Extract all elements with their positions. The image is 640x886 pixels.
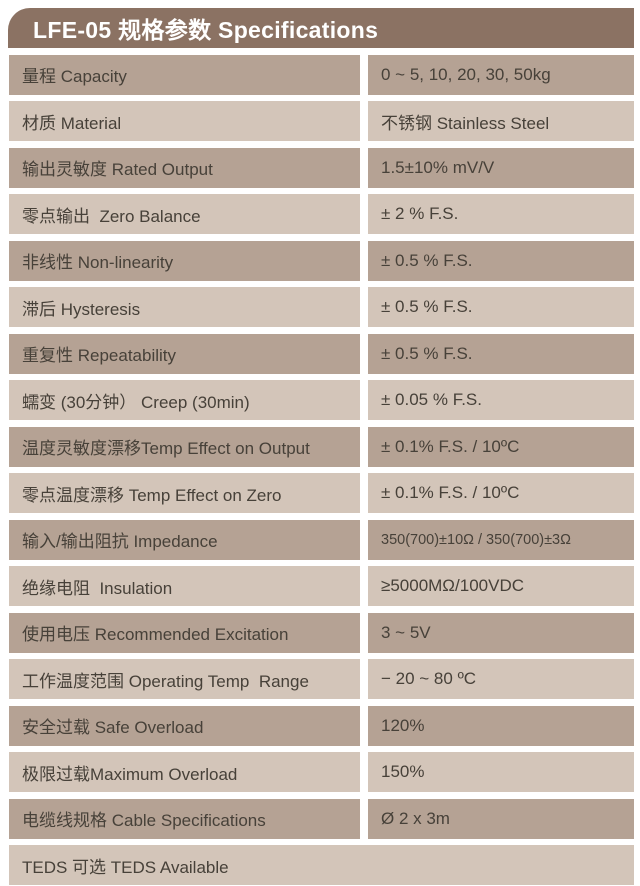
spec-label-cell: 重复性 Repeatability: [9, 333, 360, 374]
spec-value-cell: ± 0.5 % F.S.: [368, 240, 634, 281]
spec-value-cell: 120%: [368, 705, 634, 746]
table-row-temp-effect-zero: 零点温度漂移 Temp Effect on Zero ± 0.1% F.S. /…: [9, 473, 634, 513]
spec-value-cell: 不锈钢 Stainless Steel: [368, 101, 634, 141]
table-row-rated-output: 输出灵敏度 Rated Output 1.5±10% mV/V: [9, 147, 634, 188]
spec-label-cell: 温度灵敏度漂移Temp Effect on Output: [9, 426, 360, 467]
spec-label-cell: TEDS 可选 TEDS Available: [9, 845, 634, 885]
table-row-insulation: 绝缘电阻 Insulation ≥5000MΩ/100VDC: [9, 566, 634, 606]
spec-label-cell: 非线性 Non-linearity: [9, 240, 360, 281]
spec-label-cell: 量程 Capacity: [9, 54, 360, 95]
spec-label-cell: 输出灵敏度 Rated Output: [9, 147, 360, 188]
table-row-cable: 电缆线规格 Cable Specifications Ø 2 x 3m: [9, 798, 634, 839]
table-row-zero-balance: 零点输出 Zero Balance ± 2 % F.S.: [9, 194, 634, 234]
table-row-safe-overload: 安全过载 Safe Overload 120%: [9, 705, 634, 746]
spec-label-cell: 材质 Material: [9, 101, 360, 141]
spec-label-cell: 工作温度范围 Operating Temp Range: [9, 659, 360, 699]
spec-value-cell: 150%: [368, 752, 634, 792]
spec-value-cell: 350(700)±10Ω / 350(700)±3Ω: [368, 519, 634, 560]
spec-label-cell: 绝缘电阻 Insulation: [9, 566, 360, 606]
spec-value-cell: 0 ~ 5, 10, 20, 30, 50kg: [368, 54, 634, 95]
spec-label-cell: 零点输出 Zero Balance: [9, 194, 360, 234]
spec-value-cell: ± 0.1% F.S. / 10ºC: [368, 426, 634, 467]
table-row-temp-effect-output: 温度灵敏度漂移Temp Effect on Output ± 0.1% F.S.…: [9, 426, 634, 467]
page-title: LFE-05 规格参数 Specifications: [33, 17, 379, 43]
spec-value-cell: 1.5±10% mV/V: [368, 147, 634, 188]
spec-value-cell: ± 0.5 % F.S.: [368, 287, 634, 327]
header-bar: LFE-05 规格参数 Specifications: [8, 8, 634, 48]
table-row-impedance: 输入/输出阻抗 Impedance 350(700)±10Ω / 350(700…: [9, 519, 634, 560]
spec-value-cell: Ø 2 x 3m: [368, 798, 634, 839]
spec-label-cell: 电缆线规格 Cable Specifications: [9, 798, 360, 839]
spec-label-cell: 蠕变 (30分钟） Creep (30min): [9, 380, 360, 420]
table-row-excitation: 使用电压 Recommended Excitation 3 ~ 5V: [9, 612, 634, 653]
spec-label-cell: 极限过载Maximum Overload: [9, 752, 360, 792]
spec-value-cell: − 20 ~ 80 ºC: [368, 659, 634, 699]
spec-value-cell: 3 ~ 5V: [368, 612, 634, 653]
spec-table: 量程 Capacity 0 ~ 5, 10, 20, 30, 50kg 材质 M…: [9, 54, 634, 885]
table-row-hysteresis: 滞后 Hysteresis ± 0.5 % F.S.: [9, 287, 634, 327]
table-row-capacity: 量程 Capacity 0 ~ 5, 10, 20, 30, 50kg: [9, 54, 634, 95]
spec-label-cell: 滞后 Hysteresis: [9, 287, 360, 327]
spec-value-cell: ± 0.1% F.S. / 10ºC: [368, 473, 634, 513]
spec-value-cell: ≥5000MΩ/100VDC: [368, 566, 634, 606]
spec-value-cell: ± 2 % F.S.: [368, 194, 634, 234]
table-row-maximum-overload: 极限过载Maximum Overload 150%: [9, 752, 634, 792]
spec-label-cell: 输入/输出阻抗 Impedance: [9, 519, 360, 560]
spec-value-cell: ± 0.5 % F.S.: [368, 333, 634, 374]
table-row-operating-temp: 工作温度范围 Operating Temp Range − 20 ~ 80 ºC: [9, 659, 634, 699]
table-row-creep: 蠕变 (30分钟） Creep (30min) ± 0.05 % F.S.: [9, 380, 634, 420]
spec-label-cell: 安全过载 Safe Overload: [9, 705, 360, 746]
table-row-teds: TEDS 可选 TEDS Available: [9, 845, 634, 885]
spec-value-cell: ± 0.05 % F.S.: [368, 380, 634, 420]
table-row-material: 材质 Material 不锈钢 Stainless Steel: [9, 101, 634, 141]
table-row-non-linearity: 非线性 Non-linearity ± 0.5 % F.S.: [9, 240, 634, 281]
table-row-repeatability: 重复性 Repeatability ± 0.5 % F.S.: [9, 333, 634, 374]
spec-label-cell: 零点温度漂移 Temp Effect on Zero: [9, 473, 360, 513]
spec-label-cell: 使用电压 Recommended Excitation: [9, 612, 360, 653]
